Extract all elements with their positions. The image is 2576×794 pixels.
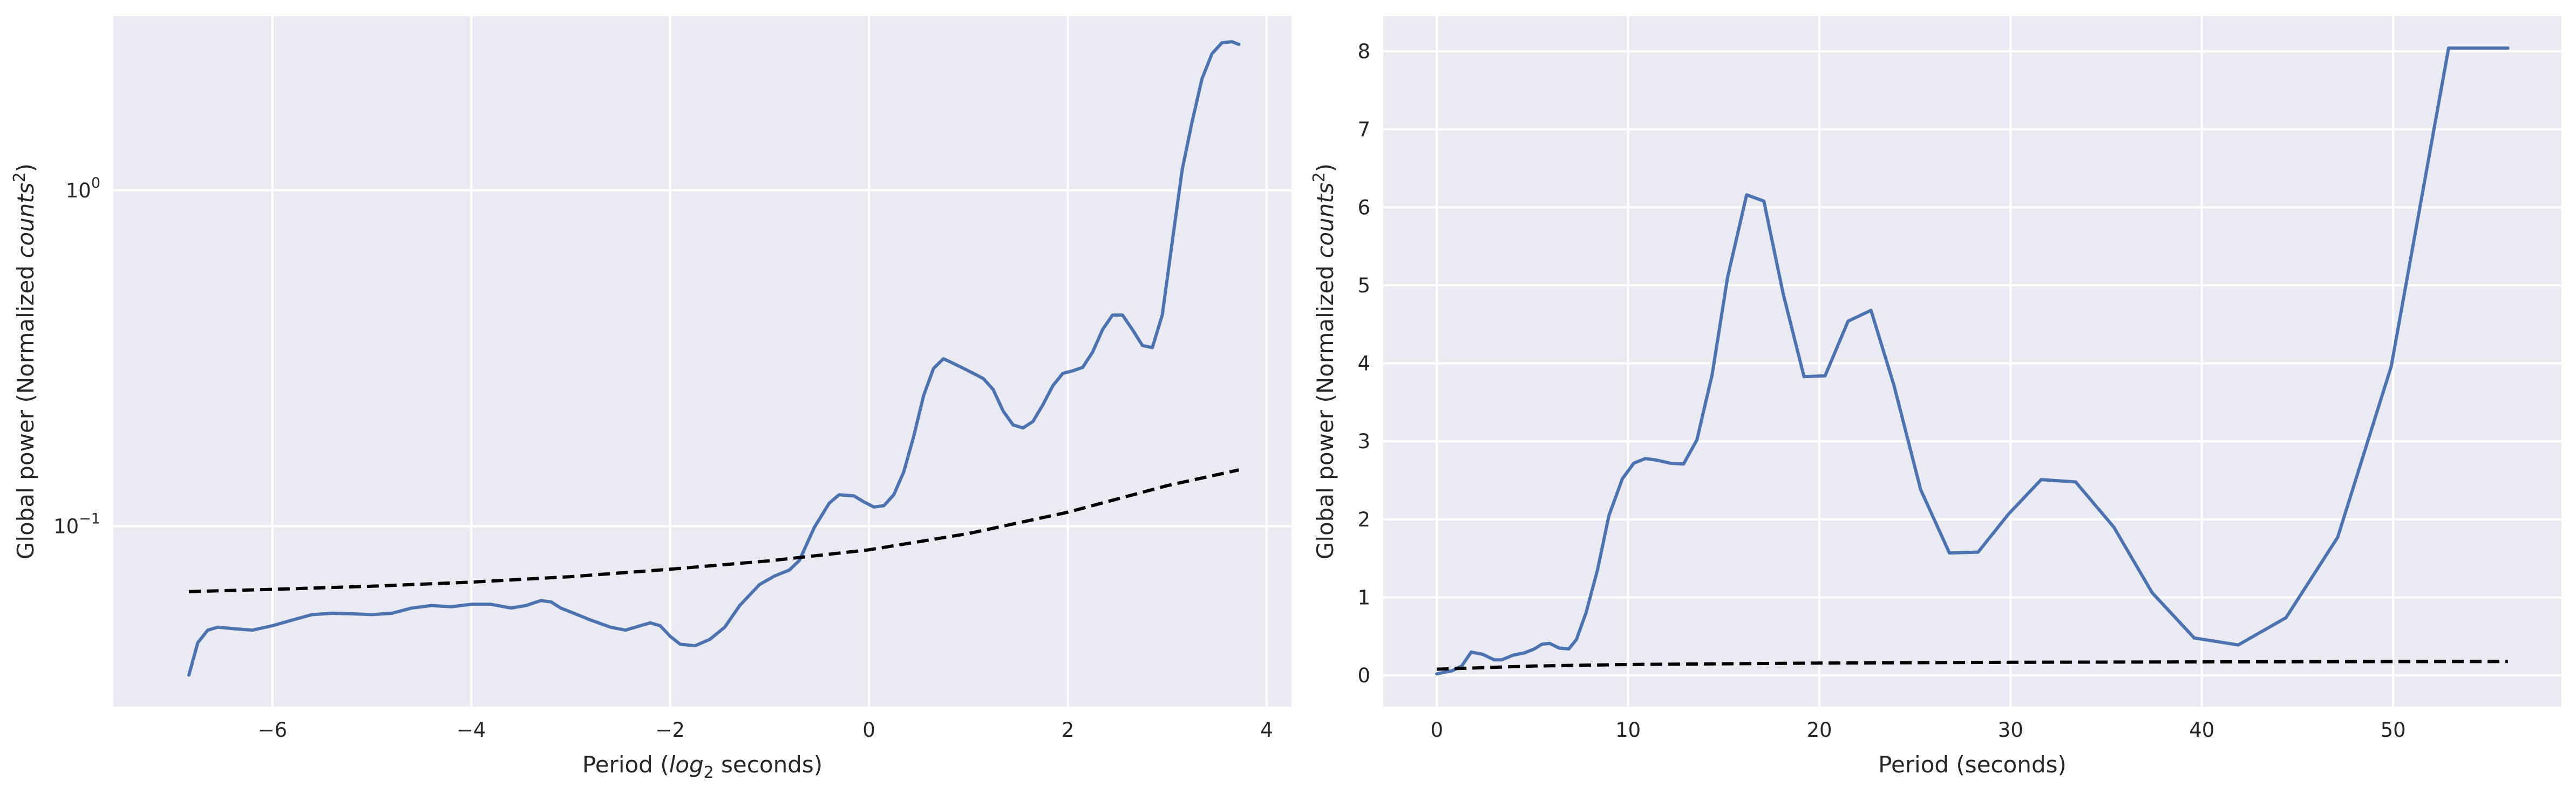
y-tick-label: 8	[1357, 40, 1370, 63]
x-tick-label: 2	[1062, 718, 1075, 742]
x-tick-label: −4	[457, 718, 486, 742]
y-tick-label: 2	[1357, 508, 1370, 531]
x-tick-label: 20	[1806, 718, 1832, 742]
y-axis-label: Global power (Normalized counts2)	[1310, 163, 1338, 559]
x-tick-label: 0	[1430, 718, 1443, 742]
y-tick-label: 5	[1357, 274, 1370, 297]
x-tick-label: 30	[1998, 718, 2023, 742]
chart-panel-2: 0 10 20 30 40 50 0 1 2 3 4 5 6 7 8 Period (seconds) Glob…	[1310, 16, 2561, 778]
x-axis-label: Period (seconds)	[1878, 751, 2067, 778]
y-tick-label: 10−1	[53, 510, 100, 538]
power-line	[1435, 46, 2510, 676]
chart-panel-1: −6 −4 −2 0 2 4 10−1 100 Period (log2 seconds) Glo…	[10, 16, 1292, 782]
plot-area	[113, 16, 1292, 707]
x-tick-label: 40	[2189, 718, 2214, 742]
x-tick-label: 10	[1615, 718, 1641, 742]
y-tick-label: 3	[1357, 430, 1370, 453]
y-axis-label: Global power (Normalized counts2)	[10, 163, 39, 559]
y-tick-label: 0	[1357, 664, 1370, 687]
x-axis-label: Period (log2 seconds)	[582, 751, 823, 782]
x-tick-label: 4	[1260, 718, 1273, 742]
y-tick-label: 6	[1357, 196, 1370, 219]
y-tick-label: 100	[66, 175, 100, 202]
dashed-line	[188, 468, 1240, 593]
x-tick-label: −2	[655, 718, 685, 742]
dashed-line	[1437, 660, 2508, 671]
x-tick-label: 50	[2381, 718, 2406, 742]
x-tick-label: −6	[257, 718, 287, 742]
x-tick-label: 0	[862, 718, 875, 742]
y-tick-label: 4	[1357, 352, 1370, 375]
y-tick-label: 1	[1357, 586, 1370, 610]
plot-area	[1383, 16, 2561, 707]
y-tick-label: 7	[1357, 118, 1370, 141]
power-line	[187, 40, 1241, 677]
